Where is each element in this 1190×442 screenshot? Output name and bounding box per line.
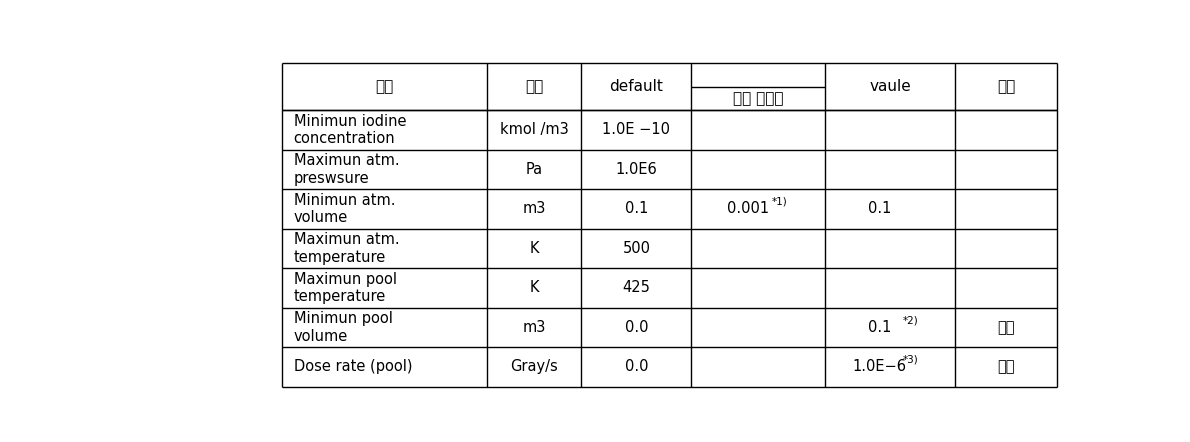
- Text: temperature: temperature: [294, 289, 386, 304]
- Text: Minimun atm.: Minimun atm.: [294, 193, 395, 208]
- Text: Maximun pool: Maximun pool: [294, 272, 396, 287]
- Text: 0.001: 0.001: [727, 202, 769, 217]
- Text: 0.1: 0.1: [868, 320, 891, 335]
- Text: volume: volume: [294, 210, 347, 225]
- Text: 0.1: 0.1: [625, 202, 649, 217]
- Text: K: K: [530, 241, 539, 256]
- Text: 500: 500: [622, 241, 651, 256]
- Text: K: K: [530, 280, 539, 295]
- Text: 0.0: 0.0: [625, 359, 649, 374]
- Text: vaule: vaule: [869, 79, 910, 94]
- Text: volume: volume: [294, 328, 347, 343]
- Text: 0.0: 0.0: [625, 320, 649, 335]
- Text: Pa: Pa: [526, 162, 543, 177]
- Text: 0.1: 0.1: [868, 202, 891, 217]
- Text: *2): *2): [903, 315, 919, 325]
- Text: 1.0E−6: 1.0E−6: [853, 359, 907, 374]
- Text: default: default: [609, 79, 663, 94]
- Text: Minimun iodine: Minimun iodine: [294, 114, 406, 129]
- Text: 내용: 내용: [376, 79, 394, 94]
- Text: 에서 사용값: 에서 사용값: [733, 91, 783, 106]
- Text: 1.0E6: 1.0E6: [615, 162, 657, 177]
- Text: Gray/s: Gray/s: [511, 359, 558, 374]
- Text: *3): *3): [903, 355, 919, 365]
- Text: temperature: temperature: [294, 250, 386, 265]
- Text: m3: m3: [522, 320, 546, 335]
- Text: Maximun atm.: Maximun atm.: [294, 153, 399, 168]
- Text: *1): *1): [771, 197, 788, 207]
- Text: 1.0E −10: 1.0E −10: [602, 122, 670, 137]
- Text: 변경: 변경: [997, 320, 1015, 335]
- Text: Maximun atm.: Maximun atm.: [294, 232, 399, 247]
- Text: Minimun pool: Minimun pool: [294, 311, 393, 326]
- Text: 추가: 추가: [997, 359, 1015, 374]
- Text: 425: 425: [622, 280, 650, 295]
- Text: m3: m3: [522, 202, 546, 217]
- Text: concentration: concentration: [294, 131, 395, 146]
- Text: kmol /m3: kmol /m3: [500, 122, 569, 137]
- Text: 단위: 단위: [525, 79, 544, 94]
- Text: preswsure: preswsure: [294, 171, 369, 186]
- Text: Dose rate (pool): Dose rate (pool): [294, 359, 412, 374]
- Text: 비고: 비고: [997, 79, 1015, 94]
